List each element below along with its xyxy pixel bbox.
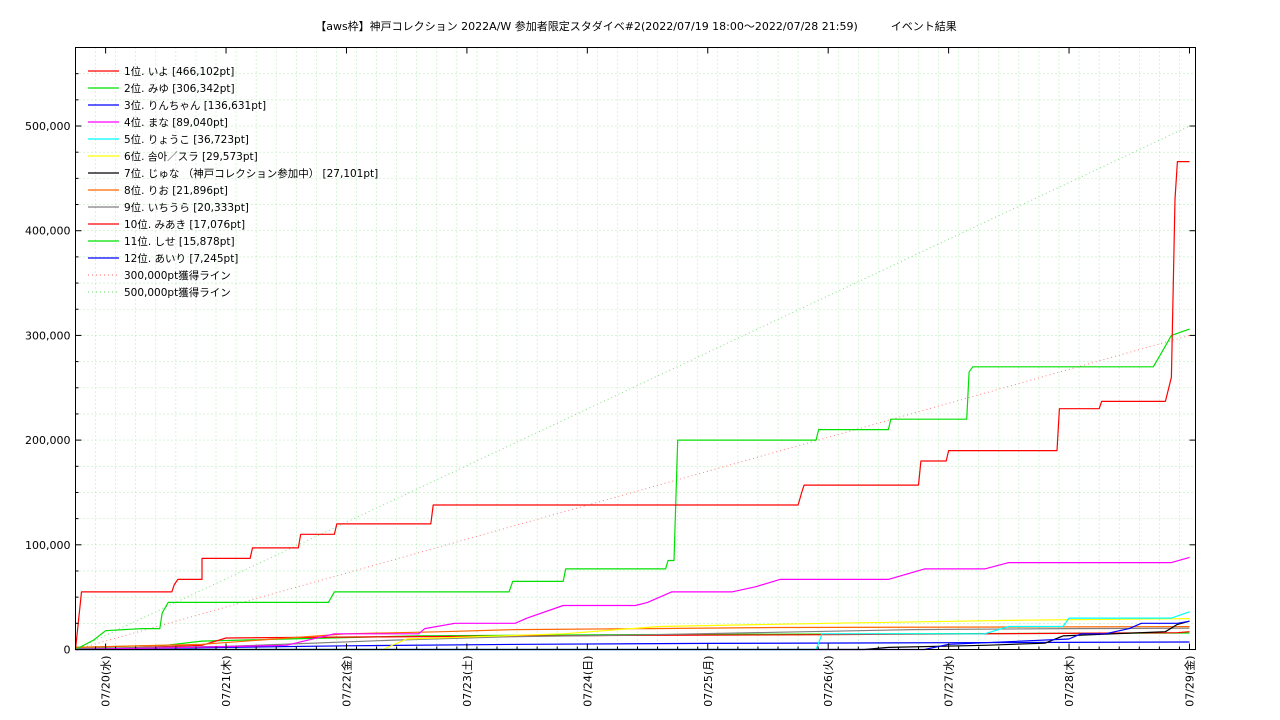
x-tick-label: 07/20(水) [100,656,113,707]
plot-frame [75,47,1196,650]
series-line [75,556,1190,651]
series-lines [74,161,1190,651]
legend-label: 3位. りんちゃん [136,631pt] [124,99,266,112]
legend-label: 2位. みゆ [306,342pt] [124,82,235,95]
chart-title: 【aws枠】神戸コレクション 2022A/W 参加者限定スタダイベ#2(2022… [315,19,957,33]
series-line [75,620,1190,651]
y-tick-label: 500,000 [25,120,71,133]
grid [75,47,1196,650]
x-tick-label: 07/27(水) [943,656,956,707]
y-tick-label: 0 [64,644,71,657]
series-line [75,620,1190,651]
legend: 1位. いよ [466,102pt] 2位. みゆ [306,342pt] 3位. … [88,65,378,299]
series-line [75,618,1190,651]
legend-label: 10位. みあき [17,076pt] [124,218,245,231]
series-line [75,625,1190,648]
legend-label: 6位. 솜아／スラ [29,573pt] [124,150,258,163]
legend-label: 1位. いよ [466,102pt] [124,65,234,78]
legend-label: 5位. りょうこ [36,723pt] [124,133,249,146]
x-tick-label: 07/28(木) [1063,656,1076,707]
legend-label: 12位. あいり [7,245pt] [124,252,238,265]
legend-label: 4位. まな [89,040pt] [124,116,228,129]
y-tick-label: 200,000 [25,434,71,447]
legend-label: 300,000pt獲得ライン [124,269,231,282]
legend-label: 11位. しせ [15,878pt] [124,235,235,248]
legend-label: 8位. りお [21,896pt] [124,184,228,197]
x-tick-label: 07/24(日) [581,656,594,707]
series-line [75,611,1190,651]
series-line [74,161,1190,650]
x-tick-label: 07/23(土) [461,656,474,707]
axes: 0 100,000 200,000 300,000 400,000 500,000 07/2… [25,47,1196,707]
x-tick-label: 07/26(火) [822,656,835,707]
legend-label: 7位. じゅな （神戸コレクション参加中） [27,101pt] [124,167,378,180]
y-tick-label: 400,000 [25,225,71,238]
reference-line [75,334,1190,650]
legend-label: 500,000pt獲得ライン [124,286,231,299]
y-tick-label: 300,000 [25,329,71,342]
series-line [75,328,1190,651]
x-tick-label: 07/25(月) [702,656,715,707]
legend-label: 9位. いちうら [20,333pt] [124,201,249,214]
x-tick-label: 07/22(金) [339,656,353,707]
x-tick-label: 07/29(金) [1182,656,1196,707]
y-tick-label: 100,000 [25,539,71,552]
reference-lines [75,125,1190,650]
x-tick-label: 07/21(木) [220,656,233,707]
series-line [75,627,1190,650]
